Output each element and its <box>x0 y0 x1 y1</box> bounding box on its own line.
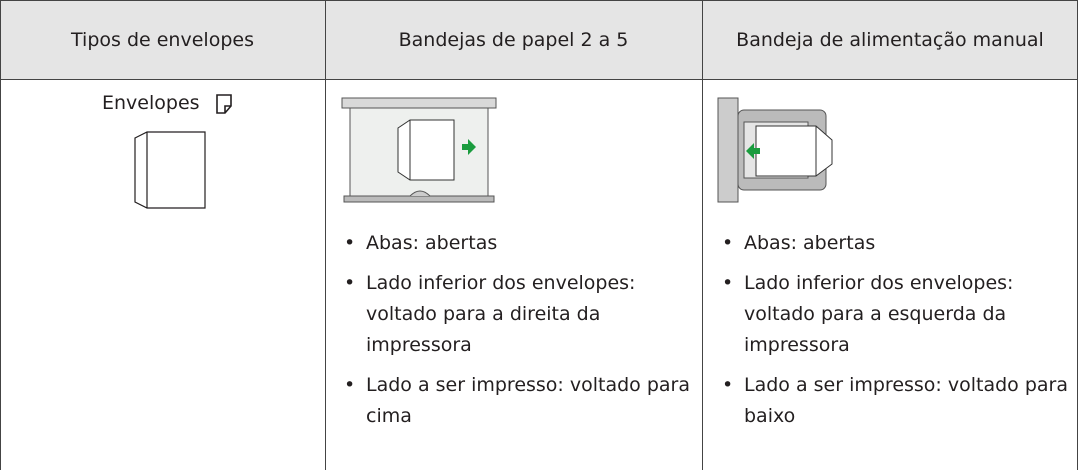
header-cell: Bandejas de papel 2 a 5 <box>325 0 702 80</box>
header-text: Bandeja de alimentação manual <box>736 29 1044 51</box>
bullet-item: Abas: abertas <box>344 228 706 259</box>
tray-illustration <box>341 97 497 203</box>
bullet-list: Abas: abertas Lado inferior dos envelopes… <box>340 228 706 441</box>
bullet-item: Lado inferior dos envelopes: voltado par… <box>344 268 706 361</box>
bullet-item: Abas: abertas <box>722 228 1078 259</box>
header-cell: Tipos de envelopes <box>0 0 325 80</box>
header-text: Tipos de envelopes <box>71 29 254 51</box>
envelope-type: Envelopes <box>102 92 200 114</box>
bullet-item: Lado inferior dos envelopes: voltado par… <box>722 268 1078 361</box>
header-text: Bandejas de papel 2 a 5 <box>398 29 629 51</box>
orientation-icon <box>216 94 232 114</box>
envelope-illustration <box>134 131 206 209</box>
border <box>0 0 1 470</box>
header-cell: Bandeja de alimentação manual <box>702 0 1078 80</box>
bullet-item: Lado a ser impresso: voltado para baixo <box>722 370 1078 432</box>
bullet-list: Abas: abertas Lado inferior dos envelopes… <box>718 228 1078 441</box>
bullet-item: Lado a ser impresso: voltado para cima <box>344 370 706 432</box>
border <box>325 0 326 470</box>
bypass-illustration <box>717 97 833 203</box>
